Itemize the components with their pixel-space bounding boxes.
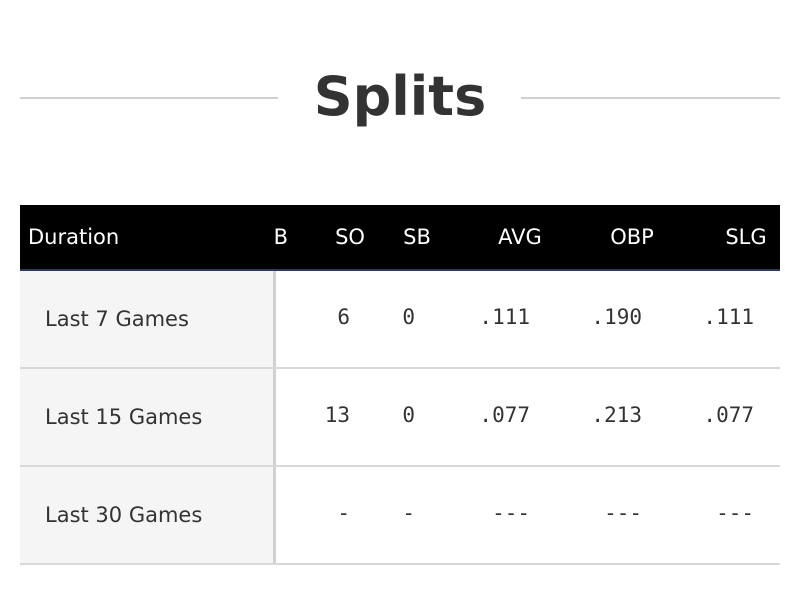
stat-value: 0 bbox=[402, 305, 415, 329]
stat-value: --- bbox=[604, 501, 642, 525]
stat-value: .077 bbox=[703, 403, 754, 427]
title-rule bbox=[521, 97, 780, 99]
row-label-cell: Last 7 Games bbox=[20, 271, 276, 367]
stat-value: .077 bbox=[479, 403, 530, 427]
stat-value: 13 bbox=[324, 403, 350, 427]
stat-value: .190 bbox=[591, 305, 642, 329]
column-header: AVG bbox=[498, 225, 542, 249]
column-header: SB bbox=[403, 225, 431, 249]
row-label: Last 15 Games bbox=[45, 405, 203, 429]
section-title: Splits bbox=[313, 65, 487, 128]
stat-value: 0 bbox=[402, 403, 415, 427]
column-header: SLG bbox=[725, 225, 767, 249]
stat-value: --- bbox=[716, 501, 754, 525]
table-header: Duration B SO SB AVG OBP SLG bbox=[20, 205, 780, 271]
stat-value: .111 bbox=[703, 305, 754, 329]
row-label: Last 7 Games bbox=[45, 307, 189, 331]
column-header: B bbox=[273, 225, 288, 249]
table-row: Last 15 Games 13 0 .077 .213 .077 bbox=[20, 369, 780, 467]
title-rule bbox=[20, 97, 278, 99]
column-header: SO bbox=[335, 225, 365, 249]
stat-value: 6 bbox=[337, 305, 350, 329]
row-label: Last 30 Games bbox=[45, 503, 203, 527]
table-row: Last 30 Games - - --- --- --- bbox=[20, 467, 780, 565]
stat-value: .111 bbox=[479, 305, 530, 329]
column-header: Duration bbox=[28, 225, 120, 249]
stat-value: .213 bbox=[591, 403, 642, 427]
stat-value: --- bbox=[492, 501, 530, 525]
column-header: OBP bbox=[610, 225, 654, 249]
table-row: Last 7 Games 6 0 .111 .190 .111 bbox=[20, 271, 780, 369]
stat-value: - bbox=[402, 501, 415, 525]
row-label-cell: Last 15 Games bbox=[20, 369, 276, 465]
stat-value: - bbox=[337, 501, 350, 525]
row-label-cell: Last 30 Games bbox=[20, 467, 276, 563]
